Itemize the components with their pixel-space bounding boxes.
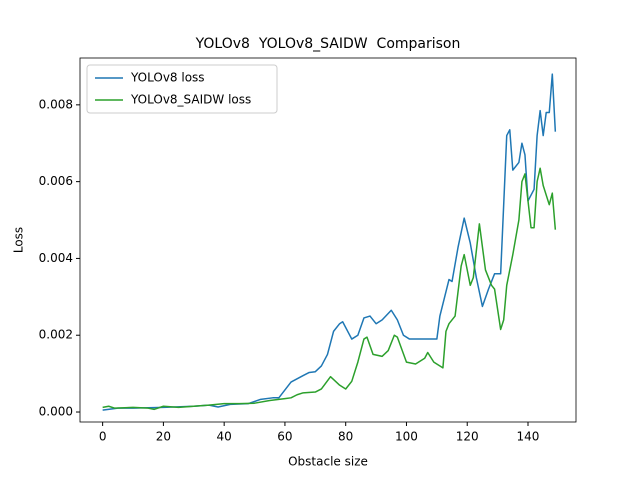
x-tick-label: 80 [338, 430, 353, 444]
y-tick-label: 0.006 [39, 174, 73, 188]
line-series [102, 167, 557, 411]
y-tick-label: 0.008 [39, 97, 73, 111]
x-tick-label: 40 [217, 430, 232, 444]
legend-box [86, 64, 278, 114]
x-axis-label: Obstacle size [288, 455, 368, 469]
y-tick-label: 0.002 [39, 328, 73, 342]
line-series [102, 73, 557, 411]
y-axis-label: Loss [12, 227, 26, 253]
x-tick-label: 120 [456, 430, 479, 444]
plot-frame [79, 57, 577, 423]
y-tick-label: 0.004 [39, 251, 73, 265]
y-tick-label: 0.000 [39, 405, 73, 419]
x-tick-label: 60 [277, 430, 292, 444]
x-tick-label: 100 [395, 430, 418, 444]
chart-title: YOLOv8 YOLOv8_SAIDW Comparison [195, 36, 461, 52]
x-tick-label: 20 [156, 430, 171, 444]
x-tick-label: 140 [517, 430, 540, 444]
legend-label: YOLOv8_SAIDW loss [130, 93, 251, 107]
x-tick-label: 0 [99, 430, 107, 444]
legend-label: YOLOv8 loss [130, 71, 205, 85]
